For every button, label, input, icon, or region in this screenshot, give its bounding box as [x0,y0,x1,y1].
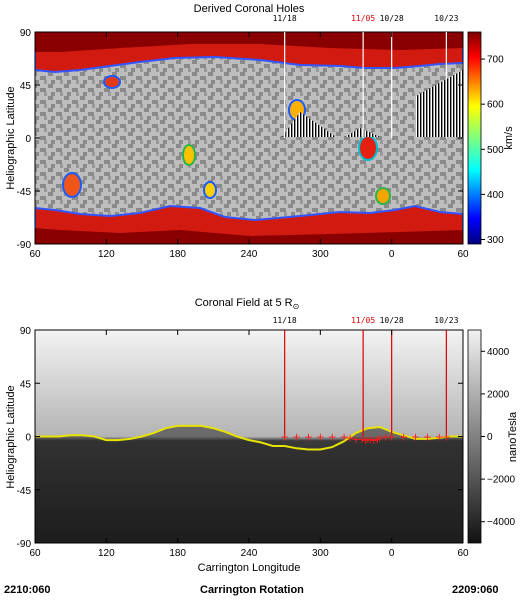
date-marker-label: 11/05 [351,14,375,23]
x-tick-label: 240 [241,548,258,559]
trajectory-point: + [361,434,370,447]
footer-right-rotation: 2209:060 [452,584,499,596]
colorbar-tick-label: −4000 [487,517,516,528]
top-colorbar-ticks: 700 600 500 400 300 [481,55,504,246]
x-tick-label: 60 [457,548,469,559]
top-y-axis-label: Heliographic Latitude [5,86,17,189]
trajectory-point: + [442,431,451,444]
low-latitude-hole-5 [203,181,217,199]
south-polar-hole-core [35,228,463,244]
y-tick-label: -45 [17,486,32,497]
trajectory-point: + [363,433,372,446]
date-marker-label: 11/18 [273,14,297,23]
date-marker-label: 10/23 [434,316,458,325]
y-tick-label: 90 [20,326,32,337]
colorbar-tick-label: 400 [487,190,504,201]
trajectory-point: + [280,431,289,444]
neutral-line [35,424,463,451]
footer-center-label: Carrington Rotation [200,584,304,596]
low-latitude-hole-1 [358,135,378,161]
colorbar-tick-label: 4000 [487,347,510,358]
colorbar-tick-label: 300 [487,235,504,246]
low-latitude-hole-4 [182,144,196,166]
x-tick-label: 0 [389,548,395,559]
bottom-date-markers: 11/18 11/05 10/28 10/23 [273,316,459,437]
x-tick-label: 60 [29,548,41,559]
x-tick-label: 0 [389,249,395,260]
top-axis-ticks: 60 120 180 240 300 0 60 90 45 0 -45 -90 [17,28,469,260]
north-polar-hole-core [35,32,463,52]
x-tick-label: 60 [457,249,469,260]
field-line-fan-1 [416,70,463,137]
bottom-x-axis-label: Carrington Longitude [198,562,301,574]
colorbar-tick-label: 2000 [487,389,510,400]
footer-left-rotation: 2210:060 [4,584,51,596]
trajectory-point: + [381,431,390,444]
top-map-area [35,32,463,244]
y-tick-label: -90 [17,240,32,251]
sun-symbol: ⊙ [293,302,300,311]
trajectory-point: + [328,431,337,444]
colorbar-tick-label: 600 [487,100,504,111]
x-tick-label: 300 [312,548,329,559]
bottom-chart-title: Coronal Field at 5 R⊙ [195,297,300,311]
top-date-markers: 11/18 11/05 10/28 10/23 [273,14,459,138]
trajectory-point: + [373,433,382,446]
date-marker-label: 10/28 [380,14,404,23]
low-latitude-hole-7 [375,187,391,205]
bottom-axis-ticks: 60 120 180 240 300 0 60 90 45 0 -45 -90 [17,326,469,559]
bottom-colorbar [467,329,482,544]
top-colorbar-label: km/s [503,126,515,150]
trajectory-point: + [387,431,396,444]
bottom-colorbar-label: nanoTesla [507,411,519,462]
low-latitude-hole-3 [62,172,82,198]
colorbar-tick-label: −2000 [487,475,516,486]
date-marker-label: 10/28 [380,316,404,325]
y-tick-label: 90 [20,28,32,39]
trajectory-point: + [316,431,325,444]
colorbar-tick-label: 500 [487,145,504,156]
field-line-fan-2 [282,112,336,137]
trajectory-point: + [345,432,354,445]
trajectory-point: + [357,433,366,446]
trajectory-point: + [411,431,420,444]
y-tick-label: -45 [17,187,32,198]
date-marker-label: 11/05 [351,316,375,325]
y-tick-label: 45 [20,81,32,92]
colorbar-tick-label: 700 [487,55,504,66]
trajectory-point: + [292,431,301,444]
trajectory-point: + [351,433,360,446]
colorbar-tick-label: 0 [487,432,493,443]
bottom-y-axis-label: Heliographic Latitude [5,385,17,488]
trajectory-point: + [366,433,375,446]
x-tick-label: 180 [169,249,186,260]
trajectory-point: + [369,434,378,447]
x-tick-label: 120 [98,249,115,260]
trajectory-point: + [304,431,313,444]
field-line-fan-3 [345,128,380,137]
x-tick-label: 240 [241,249,258,260]
date-marker-label: 11/18 [273,316,297,325]
top-colorbar [467,31,482,245]
low-latitude-hole-6 [103,75,121,89]
top-chart-title: Derived Coronal Holes [194,3,305,15]
trajectory-point: + [340,431,349,444]
y-tick-label: -90 [17,539,32,550]
y-tick-label: 45 [20,379,32,390]
spacecraft-trajectory: + + + + + ++++++++++++ + + + ++ [280,431,451,448]
x-tick-label: 300 [312,249,329,260]
trajectory-point: + [399,431,408,444]
negative-polarity-region [35,425,463,543]
x-tick-label: 60 [29,249,41,260]
x-tick-label: 180 [169,548,186,559]
trajectory-point: + [375,432,384,445]
bottom-colorbar-ticks: 4000 2000 0 −2000 −4000 [481,347,516,528]
y-tick-label: 0 [25,433,31,444]
trajectory-point: + [423,431,432,444]
y-tick-label: 0 [25,134,31,145]
trajectory-point: + [435,431,444,444]
x-tick-label: 120 [98,548,115,559]
date-marker-label: 10/23 [434,14,458,23]
